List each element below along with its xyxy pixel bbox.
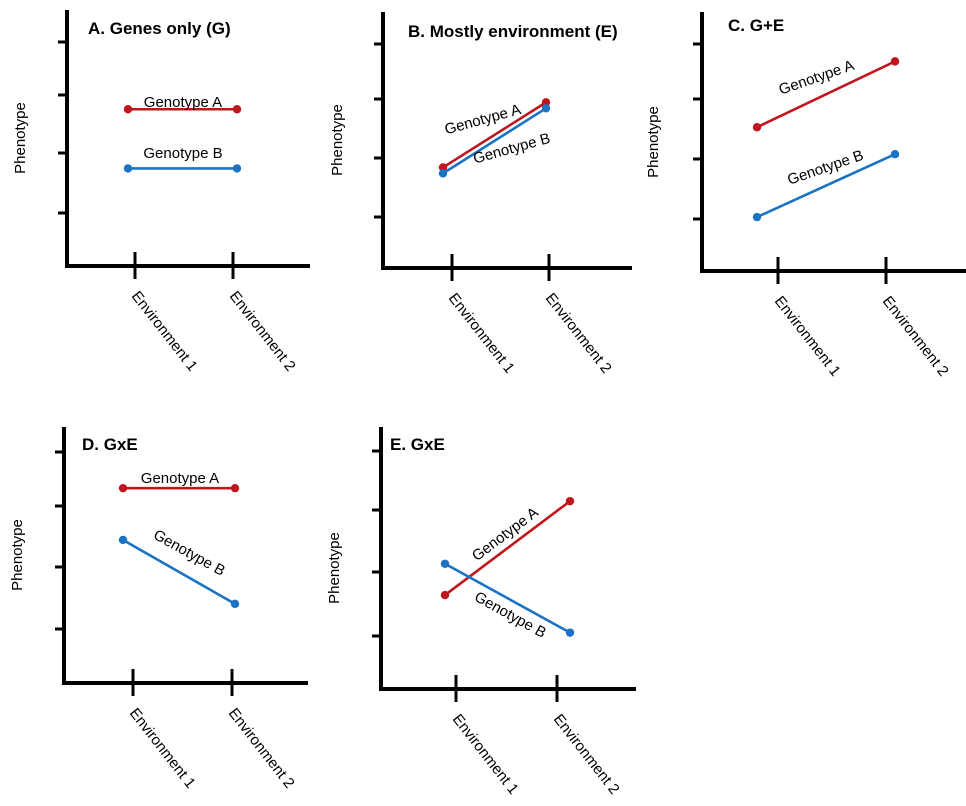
series-label: Genotype A bbox=[144, 94, 222, 111]
data-point bbox=[565, 496, 575, 506]
x-tick-label: Environment 1 bbox=[445, 290, 518, 377]
data-point bbox=[565, 628, 575, 637]
series-genotype-b: Genotype B bbox=[440, 559, 575, 642]
series-line bbox=[122, 538, 236, 605]
series-genotype-a: Genotype A bbox=[752, 57, 900, 132]
series-genotype-a: Genotype A bbox=[118, 470, 240, 493]
data-point bbox=[440, 559, 450, 568]
series-label: Genotype A bbox=[443, 101, 523, 138]
series-line bbox=[756, 60, 896, 129]
x-tick-label: Environment 1 bbox=[771, 293, 844, 380]
series-line bbox=[756, 153, 896, 219]
chart-panel-e: Environment 1 Environment 2 E. GxE Phenotyp… bbox=[326, 427, 636, 798]
data-point bbox=[440, 590, 450, 600]
chart-panel-d: Environment 1 Environment 2 D. GxE Phenotyp… bbox=[9, 427, 308, 792]
data-point bbox=[752, 212, 762, 222]
y-axis-label: Phenotype bbox=[9, 519, 26, 591]
y-axis-label: Phenotype bbox=[12, 102, 29, 174]
data-point bbox=[890, 57, 900, 66]
series-label: Genotype B bbox=[143, 145, 222, 162]
y-axis-label: Phenotype bbox=[326, 532, 343, 604]
series-label: Genotype B bbox=[150, 526, 228, 579]
data-point bbox=[541, 98, 551, 107]
data-point bbox=[752, 123, 762, 132]
series-label: Genotype A bbox=[777, 57, 857, 99]
series-label: Genotype B bbox=[785, 147, 865, 189]
y-axis-label: Phenotype bbox=[329, 104, 346, 176]
data-point bbox=[123, 164, 133, 173]
series-line bbox=[444, 500, 571, 597]
data-point bbox=[541, 104, 551, 113]
panel-title: C. G+E bbox=[728, 16, 784, 35]
x-tick-label: Environment 1 bbox=[128, 288, 201, 375]
panel-title: D. GxE bbox=[82, 435, 138, 454]
series-genotype-b: Genotype B bbox=[118, 526, 240, 609]
data-point bbox=[438, 169, 448, 178]
chart-panel-c: Environment 1 Environment 2 C. G+E Phenotyp… bbox=[645, 12, 966, 380]
panel-title: A. Genes only (G) bbox=[88, 19, 231, 38]
data-point bbox=[232, 105, 242, 114]
x-tick-label: Environment 1 bbox=[126, 705, 199, 792]
data-point bbox=[438, 163, 448, 172]
chart-panel-a: Environment 1 Environment 2 A. Genes only … bbox=[12, 10, 310, 375]
series-line bbox=[442, 101, 547, 169]
series-line bbox=[442, 107, 547, 175]
data-point bbox=[232, 164, 242, 173]
series-genotype-b: Genotype B bbox=[123, 145, 242, 173]
series-genotype-a: Genotype A bbox=[123, 94, 242, 114]
x-tick-label: Environment 2 bbox=[225, 705, 298, 792]
series-genotype-a: Genotype A bbox=[440, 496, 575, 600]
panel-title: B. Mostly environment (E) bbox=[408, 22, 618, 41]
y-axis-label: Phenotype bbox=[645, 106, 662, 178]
data-point bbox=[123, 105, 133, 114]
x-tick-label: Environment 1 bbox=[449, 711, 522, 798]
x-tick-label: Environment 2 bbox=[542, 290, 615, 377]
series-label: Genotype A bbox=[469, 504, 542, 565]
series-label: Genotype B bbox=[471, 130, 552, 168]
data-point bbox=[118, 535, 128, 545]
series-genotype-b: Genotype B bbox=[752, 147, 900, 222]
data-point bbox=[890, 150, 900, 159]
chart-panel-b: Environment 1 Environment 2 B. Mostly envi… bbox=[329, 12, 632, 377]
series-line bbox=[444, 562, 571, 634]
data-point bbox=[118, 483, 128, 493]
x-tick-label: Environment 2 bbox=[226, 288, 299, 375]
series-label: Genotype A bbox=[141, 470, 219, 487]
data-point bbox=[230, 599, 240, 609]
data-point bbox=[230, 483, 240, 493]
x-tick-label: Environment 2 bbox=[879, 293, 952, 380]
x-tick-label: Environment 2 bbox=[550, 711, 623, 798]
panel-title: E. GxE bbox=[390, 435, 445, 454]
